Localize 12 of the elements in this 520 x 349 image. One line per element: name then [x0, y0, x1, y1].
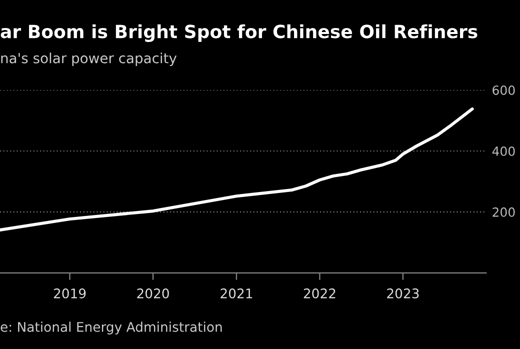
x-tick-label: 2021 — [220, 288, 252, 298]
x-tick-label: 2020 — [137, 288, 169, 298]
y-tick-label: 400 — [492, 146, 515, 156]
y-tick-label: 600 — [492, 86, 515, 95]
text: e: National Energy Administration — [0, 322, 222, 334]
chart-subtitle: na's solar power capacity — [1, 52, 177, 66]
y-tick-label: 200 — [492, 207, 515, 217]
chart-title: ar Boom is Bright Spot for Chinese Oil Refiners — [0, 24, 478, 42]
x-tick-label: 2023 — [387, 288, 419, 298]
x-tick-label: 2022 — [304, 288, 336, 298]
line-series — [0, 107, 474, 232]
x-tick-label: 2019 — [54, 288, 86, 298]
